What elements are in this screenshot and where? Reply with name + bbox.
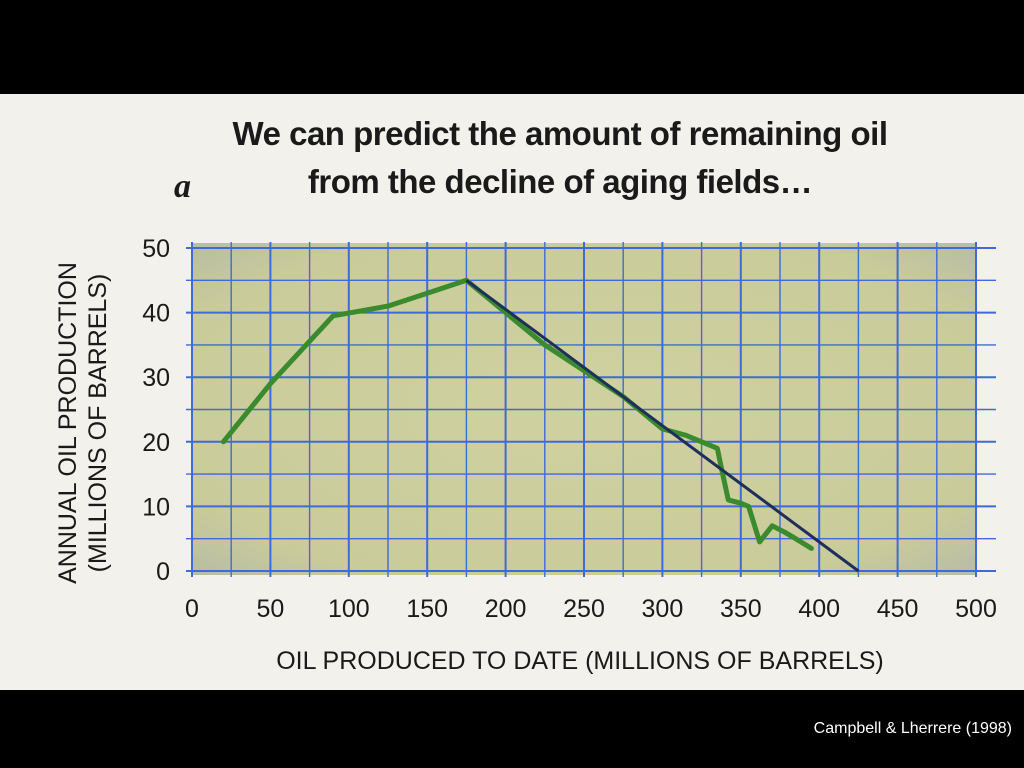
- y-axis-title-line-2: (MILLIONS OF BARRELS): [84, 274, 112, 573]
- x-tick-label: 100: [328, 595, 370, 623]
- grid-lines: [186, 242, 996, 577]
- x-tick-label: 200: [485, 595, 527, 623]
- data-series: [220, 277, 860, 573]
- x-tick-label: 350: [720, 595, 762, 623]
- panel-letter: a: [174, 168, 191, 205]
- x-tick-label: 250: [563, 595, 605, 623]
- chart-title-line-2: from the decline of aging fields…: [307, 163, 813, 200]
- x-axis-title: OIL PRODUCED TO DATE (MILLIONS OF BARREL…: [276, 647, 884, 675]
- chart-title-line-1: We can predict the amount of remaining o…: [232, 115, 888, 152]
- y-tick-label: 10: [142, 493, 170, 521]
- x-tick-label: 0: [185, 595, 199, 623]
- y-tick-label: 50: [142, 235, 170, 263]
- y-tick-labels: 0 10 20 30 40 50: [142, 235, 170, 586]
- chart-title: We can predict the amount of remaining o…: [170, 110, 950, 206]
- trend-line: [465, 279, 860, 573]
- production-line: [220, 277, 814, 551]
- y-tick-label: 30: [142, 364, 170, 392]
- source-credit: Campbell & Lherrere (1998): [813, 720, 1012, 737]
- x-tick-label: 50: [256, 595, 284, 623]
- y-tick-label: 40: [142, 300, 170, 328]
- x-tick-label: 400: [798, 595, 840, 623]
- y-tick-label: 20: [142, 429, 170, 457]
- x-tick-label: 450: [877, 595, 919, 623]
- y-tick-label: 0: [156, 558, 170, 586]
- x-tick-label: 300: [642, 595, 684, 623]
- x-tick-labels: 0 50 100 150 200 250 300 350 400 450 500: [185, 595, 997, 623]
- x-tick-label: 150: [406, 595, 448, 623]
- x-tick-label: 500: [955, 595, 997, 623]
- y-axis-title-line-1: ANNUAL OIL PRODUCTION: [54, 262, 82, 584]
